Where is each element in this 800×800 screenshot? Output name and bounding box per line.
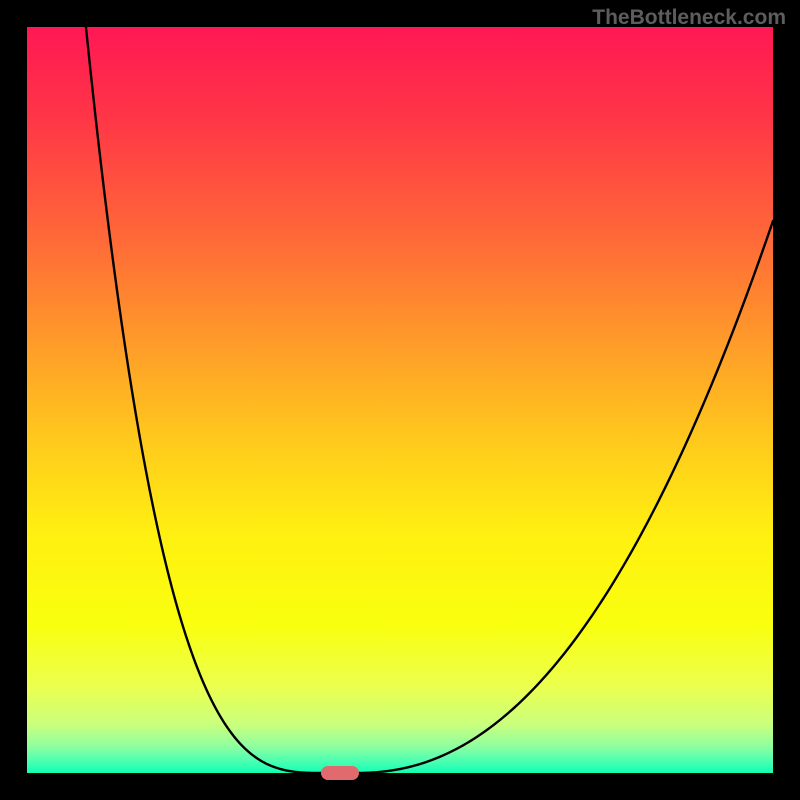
watermark-text: TheBottleneck.com xyxy=(592,6,786,30)
plot-frame xyxy=(27,27,773,773)
plot-gradient-background xyxy=(27,27,773,773)
optimum-marker xyxy=(321,766,359,781)
